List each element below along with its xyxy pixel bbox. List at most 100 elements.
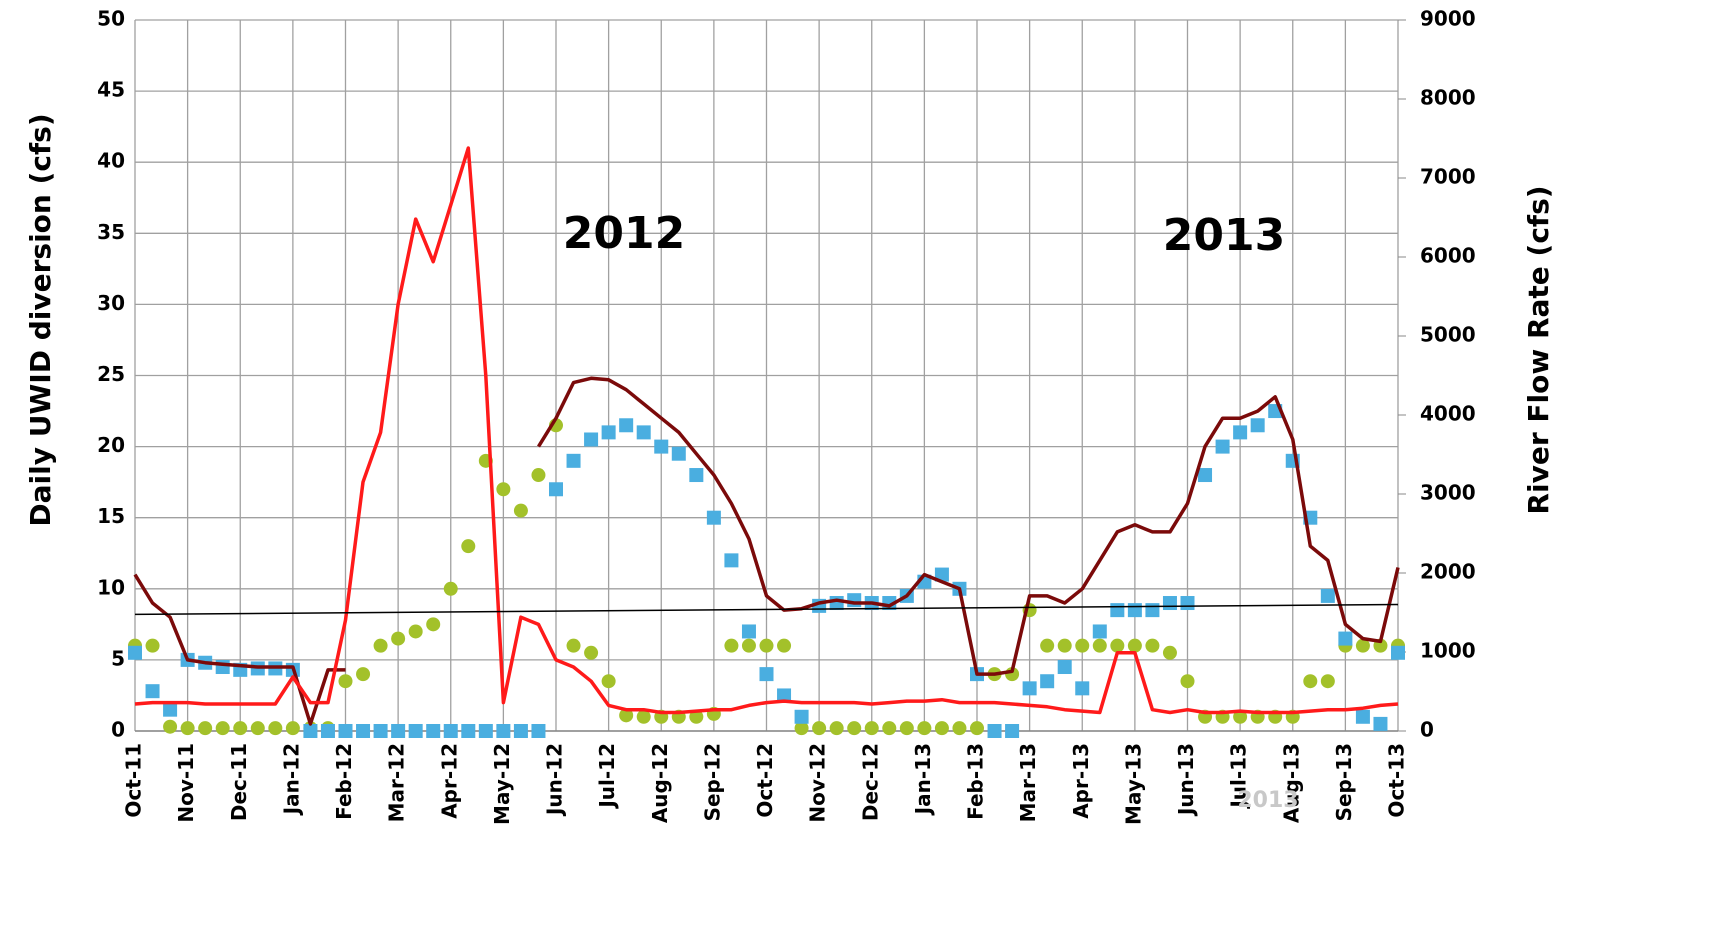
y-tick-label: 35 [97,220,125,244]
annotation: 2013 [1237,788,1298,813]
marker [1198,468,1213,483]
marker [1075,638,1090,653]
marker [1110,603,1125,618]
marker [759,667,774,682]
marker [373,724,388,738]
x-tick-label: Oct-12 [753,743,777,818]
marker [1250,418,1265,433]
marker [1110,638,1125,653]
marker [706,510,721,525]
marker [145,638,160,653]
marker [829,596,844,611]
line [537,376,1400,676]
y2-tick-label: 8000 [1420,86,1476,110]
x-tick-label: Nov-11 [174,743,198,823]
y-tick-label: 45 [97,78,125,102]
marker [338,674,353,689]
x-tick-label: Aug-13 [1279,743,1303,823]
y2-tick-label: 1000 [1420,639,1476,663]
trendline [134,603,1399,616]
marker [496,724,511,738]
marker [1022,681,1037,696]
marker [689,468,704,483]
marker [391,631,406,646]
x-tick-label: Oct-13 [1385,743,1409,818]
marker [794,721,809,736]
y-tick-label: 20 [97,433,125,457]
marker [1215,439,1230,454]
marker [970,721,984,736]
marker [408,624,423,639]
marker [128,645,142,660]
y2-axis-label: River Flow Rate (cfs) [1522,185,1555,514]
marker [566,453,581,468]
marker [1320,588,1335,603]
marker [1075,681,1090,696]
marker [724,553,739,568]
marker [619,418,634,433]
y2-tick-label: 4000 [1420,402,1476,426]
marker [759,638,774,653]
marker [233,721,248,736]
y-tick-label: 30 [97,291,125,315]
marker [145,684,160,699]
x-tick-label: Apr-12 [437,743,461,819]
marker [285,721,300,736]
marker [1391,645,1405,660]
marker [619,708,634,723]
marker [163,719,178,734]
marker [1180,674,1195,689]
marker [934,721,949,736]
x-tick-label: Mar-12 [385,743,409,822]
marker [1355,709,1370,724]
marker [654,439,669,454]
marker [443,581,458,596]
marker [777,688,792,703]
x-tick-label: May-13 [1121,743,1145,825]
marker [549,482,563,497]
marker [1092,624,1107,639]
marker [671,446,686,461]
annotation: 2013 [1163,210,1285,261]
y-tick-label: 0 [111,718,125,742]
marker [1355,638,1370,653]
marker [689,709,704,724]
marker [829,721,844,736]
x-tick-label: Jul-12 [595,743,619,810]
y-tick-label: 15 [97,504,125,528]
marker [601,674,616,689]
marker [864,721,879,736]
marker [847,593,862,608]
marker [584,432,599,447]
marker [741,638,756,653]
marker [391,724,406,738]
marker [1373,716,1388,731]
marker [636,709,651,724]
x-tick-label: Jul-13 [1227,743,1251,810]
x-tick-label: Sep-13 [1332,743,1356,821]
y-tick-label: 40 [97,149,125,173]
y2-tick-label: 6000 [1420,244,1476,268]
marker [899,721,914,736]
marker [531,468,546,483]
marker [777,638,792,653]
marker [531,724,546,738]
marker [513,503,528,518]
marker [724,638,739,653]
marker [180,721,195,736]
marker [268,721,283,736]
marker [461,539,476,554]
marker [356,724,371,738]
x-tick-label: Feb-13 [964,743,988,820]
annotation: 2012 [563,208,685,259]
x-tick-label: Aug-12 [648,743,672,823]
marker [1303,674,1318,689]
x-tick-label: Jun-13 [1174,743,1198,817]
marker [1338,631,1353,646]
marker [1145,638,1160,653]
marker [426,724,441,738]
y2-tick-label: 0 [1420,718,1434,742]
x-tick-label: Oct-11 [122,743,146,818]
marker [1180,596,1195,611]
